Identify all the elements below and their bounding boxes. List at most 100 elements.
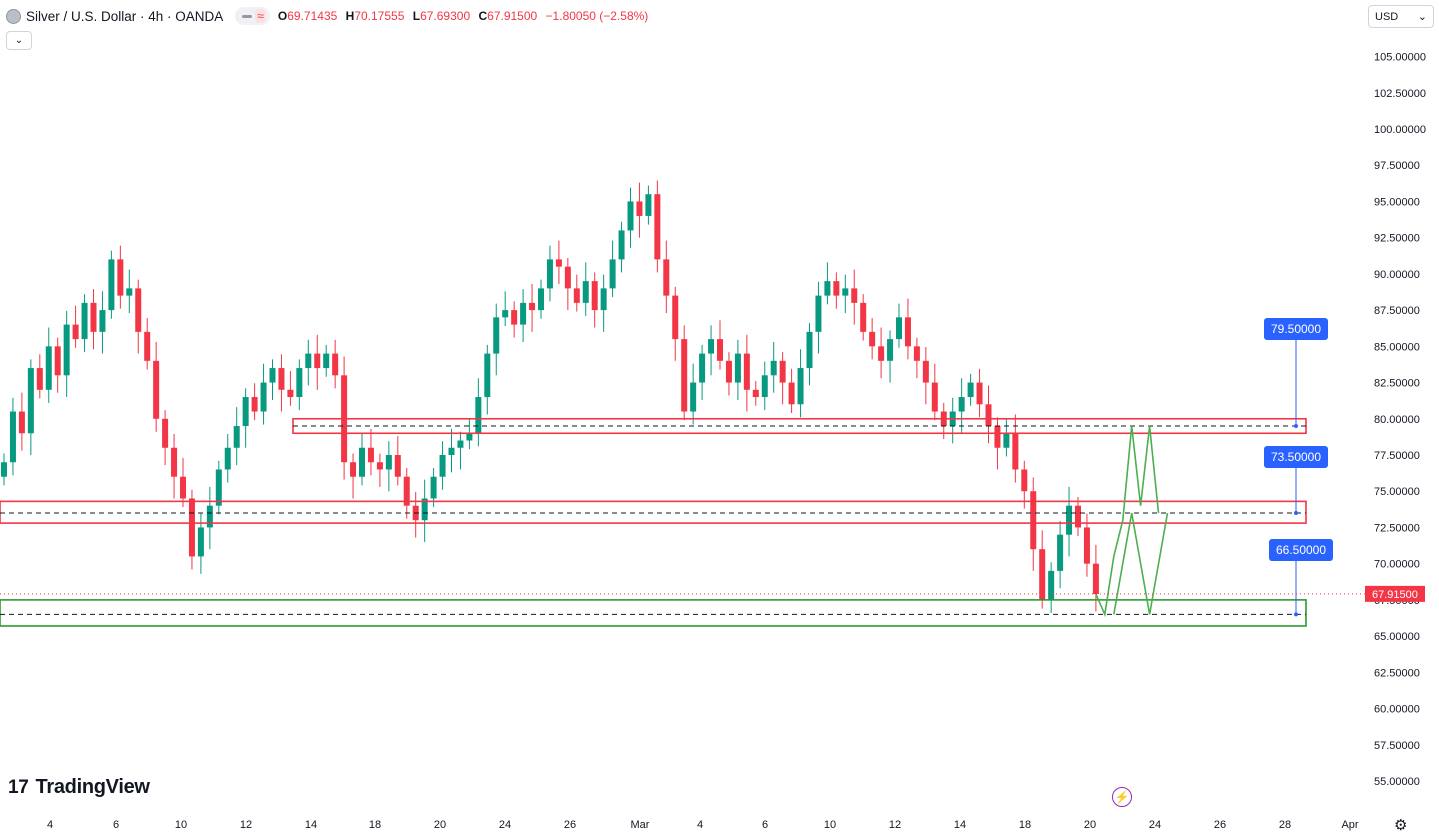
candle-body (376, 462, 383, 470)
candle-body (761, 375, 768, 398)
wave-icon: ≈ (255, 9, 266, 23)
candle-body (645, 194, 652, 216)
price-tick-label: 65.00000 (1374, 631, 1420, 643)
candle-body (180, 476, 186, 499)
candle-body (233, 426, 240, 448)
candle-body (931, 382, 938, 412)
candles-layer (1, 180, 1099, 613)
price-tick-label: 97.50000 (1374, 160, 1420, 172)
candle-body (1030, 491, 1037, 550)
candle-body (269, 368, 276, 383)
target-anchor (1294, 612, 1298, 617)
candle-body (663, 259, 670, 296)
indicator-toggle[interactable]: ≈ (235, 7, 270, 25)
gear-icon[interactable]: ⚙ (1394, 817, 1408, 834)
candle-body (618, 230, 625, 260)
silver-icon (6, 8, 21, 24)
candle-body (224, 447, 231, 470)
candle-body (188, 498, 195, 557)
time-tick-label: Apr (1341, 819, 1358, 831)
candle-body (314, 353, 321, 369)
time-tick-label: 20 (434, 819, 446, 831)
candle-body (1083, 527, 1090, 564)
time-tick-label: 12 (889, 819, 901, 831)
time-tick-label: 10 (824, 819, 836, 831)
target-label: 79.50000 (1271, 322, 1321, 336)
candle-body (529, 302, 536, 311)
candle-body (9, 411, 16, 463)
candle-body (967, 382, 974, 398)
price-tick-label: 102.50000 (1374, 88, 1426, 100)
price-tick-label: 95.00000 (1374, 196, 1420, 208)
lightning-icon[interactable]: ⚡ (1112, 787, 1132, 807)
candle-body (627, 201, 634, 231)
target-anchor (1294, 510, 1298, 515)
candle-body (439, 455, 446, 477)
candle-body (475, 397, 482, 434)
candle-body (1003, 433, 1010, 448)
candle-body (672, 295, 679, 340)
candle-body (430, 476, 437, 499)
price-tick-label: 87.50000 (1374, 305, 1420, 317)
candle-body (1, 462, 7, 477)
open-value: 69.71435 (287, 9, 338, 23)
change-value: −1.80050 (−2.58%) (545, 9, 649, 23)
price-tick-label: 75.00000 (1374, 486, 1420, 498)
time-tick-label: 18 (369, 819, 381, 831)
candle-body (367, 447, 374, 463)
price-tick-label: 60.00000 (1374, 704, 1420, 716)
candle-body (144, 331, 151, 361)
candle-body (815, 295, 822, 332)
currency-label: USD (1375, 10, 1399, 23)
target-label: 73.50000 (1271, 450, 1321, 464)
chevron-down-icon: ⌄ (14, 35, 24, 46)
time-tick-label: 10 (175, 819, 187, 831)
price-tick-label: 62.50000 (1374, 667, 1420, 679)
candle-body (609, 259, 616, 289)
candle-body (985, 404, 992, 427)
price-tick-label: 100.00000 (1374, 124, 1426, 136)
candle-body (36, 368, 43, 390)
chart-legend: Silver / U.S. Dollar · 4h · OANDA ≈ O69.… (6, 6, 653, 26)
price-tick-label: 57.50000 (1374, 740, 1420, 752)
candle-body (1066, 505, 1073, 535)
time-tick-label: 26 (564, 819, 576, 831)
candle-body (770, 360, 777, 376)
symbol-title[interactable]: Silver / U.S. Dollar · 4h · OANDA (26, 8, 224, 24)
candle-body (18, 411, 25, 434)
tradingview-logo[interactable]: 17 TradingView (8, 776, 150, 799)
candle-body (493, 317, 500, 354)
tradingview-logo-text: TradingView (35, 776, 150, 798)
candle-body (90, 302, 97, 332)
price-tick-label: 70.00000 (1374, 559, 1420, 571)
candle-body (197, 527, 204, 557)
candle-body (734, 353, 741, 383)
candle-body (833, 281, 840, 296)
candle-body (582, 281, 589, 303)
time-tick-label: 6 (762, 819, 768, 831)
candle-body (385, 455, 392, 470)
price-tick-label: 82.50000 (1374, 378, 1420, 390)
time-tick-label: 24 (1149, 819, 1161, 831)
collapse-legend-button[interactable]: ⌄ (6, 31, 32, 50)
candle-body (206, 505, 213, 528)
line-style-icon (242, 14, 253, 18)
price-tick-label: 72.50000 (1374, 522, 1420, 534)
candle-body (484, 353, 491, 398)
candle-body (887, 339, 894, 361)
candle-body (323, 353, 330, 369)
candle-body (564, 266, 571, 289)
time-tick-label: 14 (305, 819, 317, 831)
candle-body (1048, 570, 1055, 600)
candle-body (242, 397, 249, 427)
candle-body (806, 331, 813, 369)
candle-body (457, 440, 464, 448)
support-zone (0, 599, 1307, 627)
low-value: 67.69300 (420, 9, 471, 23)
candle-body (654, 194, 661, 260)
projection-path (1113, 512, 1169, 615)
currency-selector[interactable]: USD ⌄ (1368, 5, 1434, 28)
time-tick-label: 26 (1214, 819, 1226, 831)
candle-body (797, 368, 804, 405)
